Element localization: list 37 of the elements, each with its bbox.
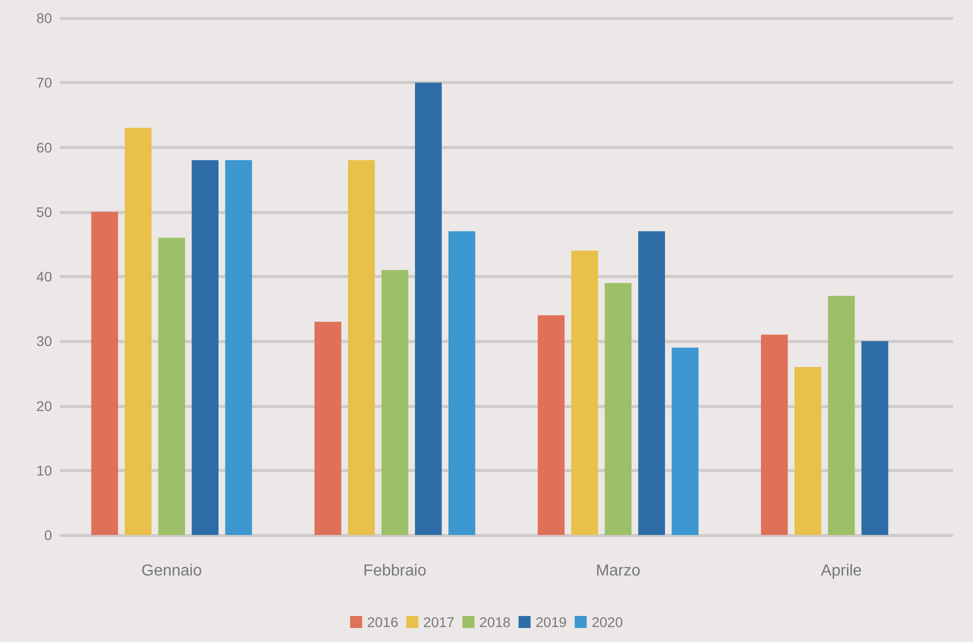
bar xyxy=(761,334,788,535)
y-tick-label: 80 xyxy=(36,10,52,26)
bar xyxy=(571,250,598,535)
bar xyxy=(348,160,375,535)
y-tick-label: 0 xyxy=(44,527,52,543)
legend-label: 2016 xyxy=(367,614,398,630)
x-tick-label: Febbraio xyxy=(363,562,427,580)
bar xyxy=(225,160,252,535)
bar xyxy=(414,82,442,535)
bar xyxy=(448,231,476,535)
bar xyxy=(538,315,565,535)
bar xyxy=(91,212,118,535)
bar xyxy=(828,296,855,535)
x-tick-label: Marzo xyxy=(596,562,640,580)
bar xyxy=(604,282,632,535)
x-tick-label: Gennaio xyxy=(141,562,202,580)
y-tick-label: 30 xyxy=(36,333,52,350)
y-tick-label: 40 xyxy=(36,268,52,284)
bar xyxy=(314,322,342,535)
bar xyxy=(381,270,408,535)
legend-label: 2020 xyxy=(592,614,624,630)
legend-label: 2018 xyxy=(479,614,511,630)
x-tick-label: Aprile xyxy=(820,562,862,580)
bar xyxy=(861,341,888,535)
y-tick-label: 70 xyxy=(36,74,52,91)
bar xyxy=(794,366,822,535)
y-tick-label: 10 xyxy=(36,462,52,478)
bar xyxy=(124,128,152,535)
y-tick-label: 20 xyxy=(36,398,52,414)
bar xyxy=(192,160,219,535)
bar xyxy=(158,238,186,535)
legend-label: 2019 xyxy=(536,614,567,630)
y-tick-label: 50 xyxy=(36,204,52,220)
bar xyxy=(638,231,666,535)
legend-label: 2017 xyxy=(423,614,455,630)
bar xyxy=(672,348,698,535)
y-tick-label: 60 xyxy=(36,139,52,156)
